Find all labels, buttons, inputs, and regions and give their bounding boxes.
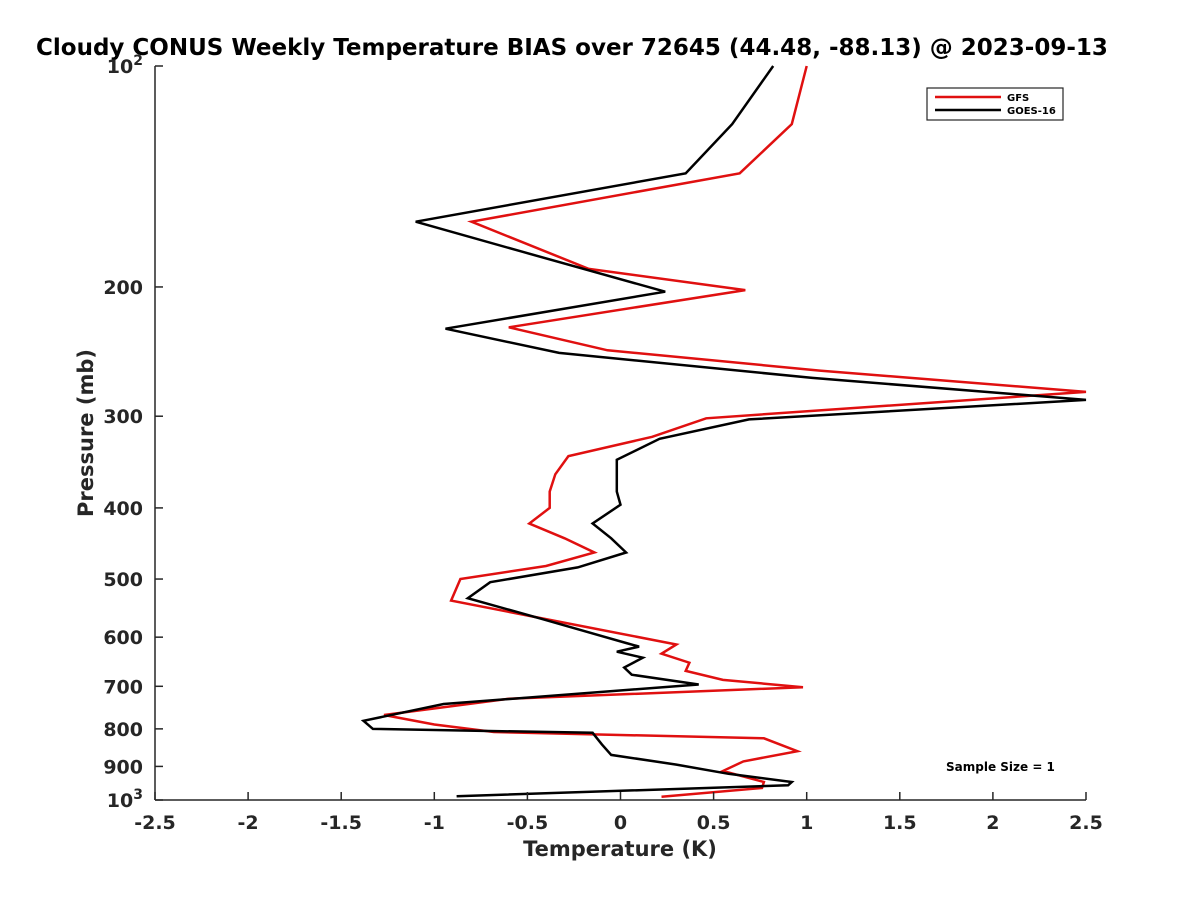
x-tick-label: 1 (800, 812, 813, 834)
y-tick-label: 200 (103, 277, 143, 299)
x-tick-label: -2.5 (134, 812, 176, 834)
ticks-layer: -2.5 -2 -1.5 -1 -0.5 0 0.5 1 1.5 2 2.5 102 200 300 400… (103, 53, 1103, 834)
y-tick-label: 103 (107, 787, 143, 812)
y-tick-label: 800 (103, 719, 143, 741)
x-tick-label: -1.5 (320, 812, 362, 834)
y-tick-label: 500 (103, 569, 143, 591)
x-tick-label: 1.5 (883, 812, 917, 834)
y-axis-label: Pressure (mb) (74, 349, 98, 517)
x-tick-label: 0 (614, 812, 627, 834)
y-tick-label: 300 (103, 406, 143, 428)
x-tick-label: -2 (238, 812, 259, 834)
chart-title: Cloudy CONUS Weekly Temperature BIAS ove… (36, 35, 1108, 61)
sample-size-annotation: Sample Size = 1 (946, 760, 1055, 774)
legend: GFS GOES-16 (926, 87, 1064, 121)
legend-label-goes16: GOES-16 (1007, 106, 1056, 117)
y-tick-label: 700 (103, 676, 143, 698)
legend-label-gfs: GFS (1007, 93, 1029, 104)
series-layer (360, 65, 1087, 799)
x-tick-label: -1 (424, 812, 445, 834)
x-tick-label: 2.5 (1069, 812, 1103, 834)
y-tick-label: 900 (103, 756, 143, 778)
x-tick-label: 2 (986, 812, 999, 834)
x-tick-label: 0.5 (697, 812, 731, 834)
series-line-goes16 (360, 65, 1087, 798)
y-tick-label: 102 (107, 53, 143, 78)
x-axis-label: Temperature (K) (523, 837, 717, 861)
x-tick-label: -0.5 (507, 812, 549, 834)
y-tick-label: 600 (103, 627, 143, 649)
series-line-gfs (383, 65, 1087, 799)
legend-box (926, 87, 1064, 121)
y-tick-label: 400 (103, 498, 143, 520)
